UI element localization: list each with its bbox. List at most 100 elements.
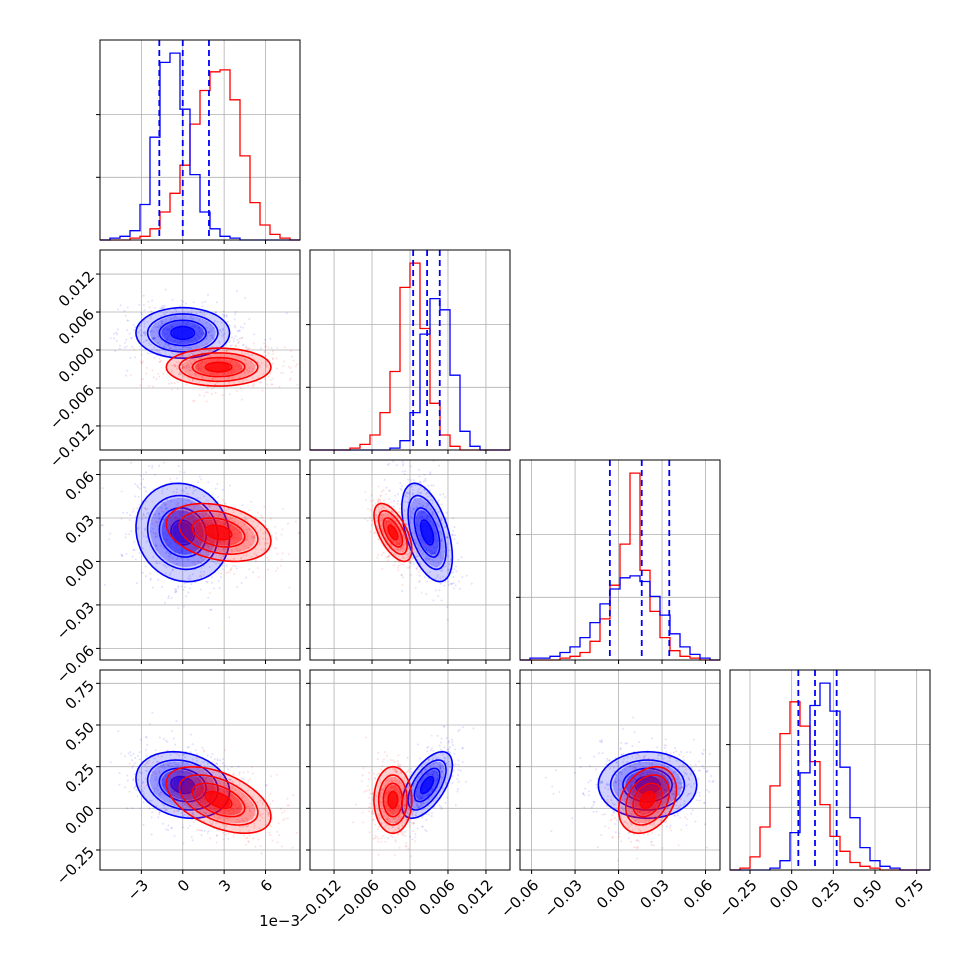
scatter-point xyxy=(159,439,161,441)
scatter-point xyxy=(207,538,210,541)
scatter-point xyxy=(426,773,429,776)
scatter-point xyxy=(137,342,140,345)
scatter-point xyxy=(151,770,154,773)
scatter-point xyxy=(166,336,169,339)
scatter-point xyxy=(440,518,443,521)
scatter-point xyxy=(238,773,241,776)
scatter-point xyxy=(185,383,188,386)
scatter-point xyxy=(150,519,153,522)
scatter-point xyxy=(410,811,413,814)
scatter-point xyxy=(170,325,173,328)
scatter-point xyxy=(118,783,121,786)
scatter-point xyxy=(394,519,397,522)
scatter-point xyxy=(388,489,391,492)
scatter-point xyxy=(399,507,401,510)
scatter-point xyxy=(443,756,446,759)
scatter-point xyxy=(167,749,169,752)
scatter-point xyxy=(206,832,209,835)
scatter-point xyxy=(408,516,411,519)
scatter-point xyxy=(416,827,419,830)
scatter-point xyxy=(397,790,400,793)
scatter-point xyxy=(182,786,185,789)
scatter-point xyxy=(139,334,142,337)
scatter-point xyxy=(222,327,224,330)
scatter-point xyxy=(260,852,263,855)
scatter-point xyxy=(377,809,380,812)
scatter-point xyxy=(206,386,209,389)
scatter-point xyxy=(230,794,233,797)
scatter-point xyxy=(235,370,238,373)
contour-line-1 xyxy=(191,782,246,818)
scatter-point xyxy=(154,778,157,781)
scatter-point xyxy=(187,519,190,522)
scatter-point xyxy=(152,770,155,773)
scatter-point xyxy=(188,518,191,521)
scatter-point xyxy=(215,834,218,837)
scatter-point xyxy=(199,368,202,371)
scatter-point xyxy=(169,778,172,781)
scatter-point xyxy=(164,355,167,358)
scatter-point xyxy=(146,366,148,369)
scatter-point xyxy=(447,751,450,754)
scatter-point xyxy=(382,787,385,790)
scatter-point xyxy=(380,494,383,497)
scatter-point xyxy=(202,366,205,369)
scatter-point xyxy=(240,337,243,340)
scatter-point xyxy=(211,823,214,825)
scatter-point xyxy=(194,336,197,339)
scatter-point xyxy=(237,818,239,821)
scatter-point xyxy=(206,580,209,583)
scatter-point xyxy=(193,519,196,521)
scatter-point xyxy=(144,486,147,489)
scatter-point xyxy=(246,531,249,534)
scatter-point xyxy=(192,345,194,348)
scatter-point xyxy=(406,495,409,498)
scatter-point xyxy=(212,778,215,781)
scatter-point xyxy=(162,738,165,741)
scatter-point xyxy=(401,470,404,473)
scatter-point xyxy=(197,548,200,551)
scatter-point xyxy=(225,825,228,828)
scatter-point xyxy=(160,322,163,325)
scatter-point xyxy=(190,352,193,354)
scatter-point xyxy=(153,757,156,760)
scatter-point xyxy=(227,837,230,840)
scatter-point xyxy=(382,499,385,502)
scatter-point xyxy=(417,565,419,568)
scatter-point xyxy=(169,347,172,350)
scatter-point xyxy=(394,767,397,770)
scatter-point xyxy=(247,824,250,827)
scatter-point xyxy=(162,789,165,792)
scatter-point xyxy=(415,803,418,806)
scatter-point xyxy=(253,826,255,829)
scatter-point xyxy=(174,364,177,367)
scatter-point xyxy=(145,490,147,493)
scatter-point xyxy=(192,547,195,550)
scatter-point xyxy=(424,828,427,831)
scatter-point xyxy=(438,804,441,807)
scatter-point xyxy=(422,504,424,507)
scatter-point xyxy=(425,491,428,494)
scatter-point xyxy=(397,541,400,544)
scatter-point xyxy=(154,532,157,535)
scatter-point xyxy=(198,531,200,534)
scatter-point xyxy=(223,764,226,767)
scatter-point xyxy=(159,307,162,310)
scatter-point xyxy=(440,538,443,541)
scatter-point xyxy=(404,835,407,838)
scatter-point xyxy=(185,486,188,489)
scatter-point xyxy=(370,508,373,511)
scatter-point xyxy=(198,784,201,787)
scatter-point xyxy=(426,773,429,776)
scatter-point xyxy=(252,520,255,523)
scatter-point xyxy=(191,358,194,361)
scatter-point xyxy=(142,513,145,516)
scatter-point xyxy=(185,529,187,532)
scatter-point xyxy=(175,763,178,766)
scatter-point xyxy=(229,544,232,547)
scatter-point xyxy=(221,543,224,546)
scatter-point xyxy=(432,599,435,602)
scatter-point xyxy=(186,311,189,314)
scatter-point xyxy=(380,837,383,840)
scatter-point xyxy=(415,540,418,543)
